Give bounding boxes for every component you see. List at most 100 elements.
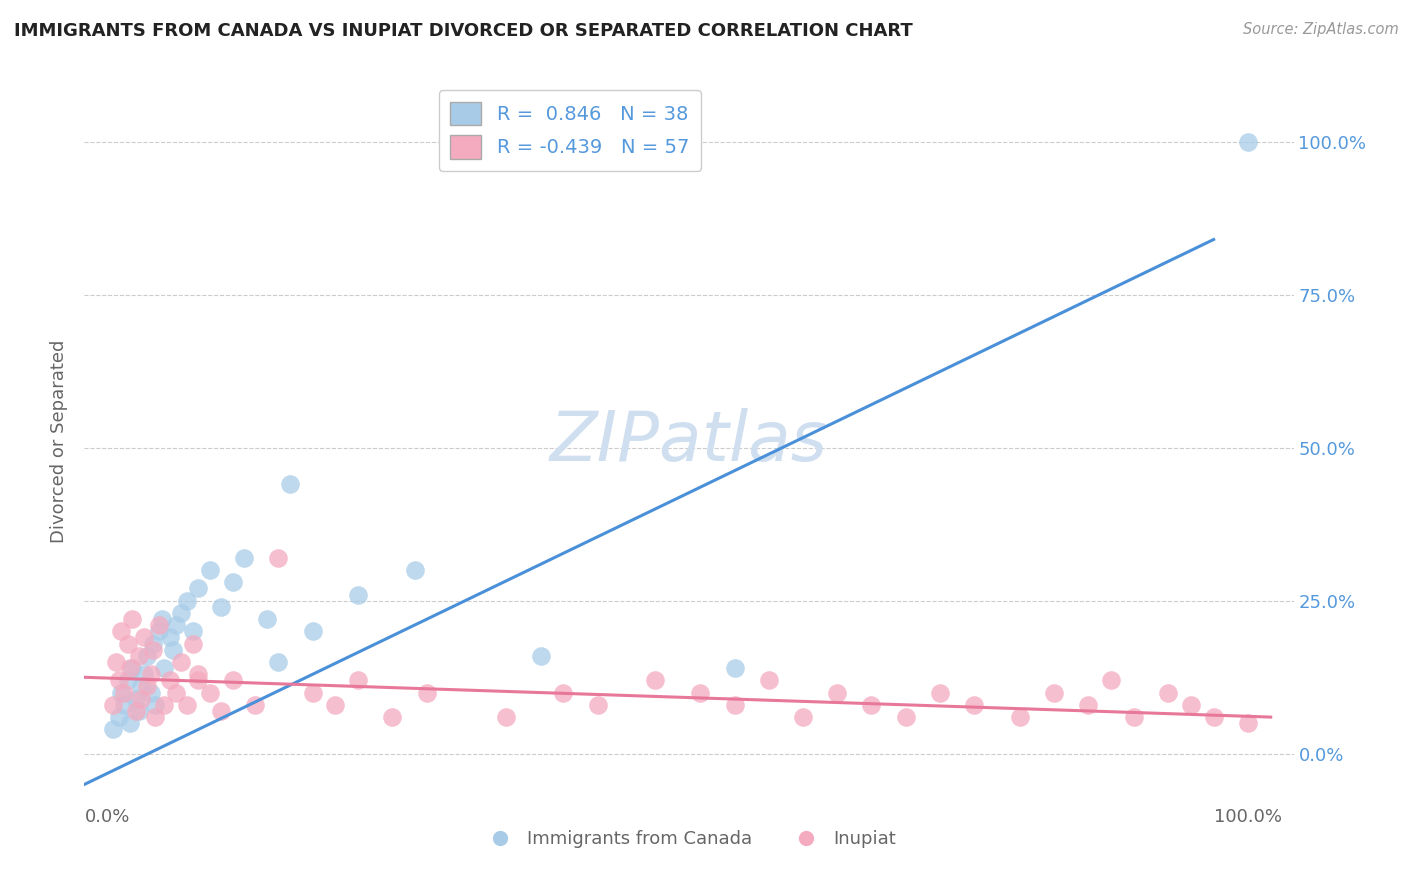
Point <box>176 698 198 712</box>
Point <box>112 698 135 712</box>
Point <box>723 661 745 675</box>
Point <box>723 698 745 712</box>
Point <box>198 685 221 699</box>
Point <box>187 667 209 681</box>
Point <box>198 563 221 577</box>
Y-axis label: Divorced or Separated: Divorced or Separated <box>51 340 69 543</box>
Point <box>278 477 301 491</box>
Point <box>1122 710 1144 724</box>
Point <box>112 685 135 699</box>
Point <box>128 648 150 663</box>
Legend: Immigrants from Canada, Inupiat: Immigrants from Canada, Inupiat <box>475 822 903 855</box>
Point <box>689 685 711 699</box>
Text: Source: ZipAtlas.com: Source: ZipAtlas.com <box>1243 22 1399 37</box>
Point <box>142 637 165 651</box>
Point <box>170 655 193 669</box>
Point <box>125 691 148 706</box>
Point <box>131 691 153 706</box>
Point <box>963 698 986 712</box>
Point <box>1157 685 1180 699</box>
Point <box>148 624 170 639</box>
Point <box>928 685 950 699</box>
Point <box>162 642 184 657</box>
Point <box>825 685 848 699</box>
Point <box>404 563 426 577</box>
Point <box>117 673 139 688</box>
Point <box>118 661 141 675</box>
Point <box>644 673 666 688</box>
Point <box>121 612 143 626</box>
Point <box>118 716 141 731</box>
Point <box>209 704 232 718</box>
Point <box>1008 710 1031 724</box>
Point <box>110 624 132 639</box>
Point <box>1077 698 1099 712</box>
Point <box>143 698 166 712</box>
Point <box>1180 698 1202 712</box>
Point <box>176 593 198 607</box>
Point <box>136 648 159 663</box>
Point <box>1237 716 1260 731</box>
Point <box>301 624 323 639</box>
Point <box>1099 673 1122 688</box>
Point <box>101 698 124 712</box>
Point <box>1237 135 1260 149</box>
Point <box>860 698 883 712</box>
Point <box>132 667 155 681</box>
Point <box>125 704 148 718</box>
Point <box>107 673 129 688</box>
Point <box>267 655 290 669</box>
Point <box>347 673 370 688</box>
Point <box>150 612 173 626</box>
Point <box>148 618 170 632</box>
Point <box>105 655 128 669</box>
Point <box>132 631 155 645</box>
Point <box>143 710 166 724</box>
Point <box>165 618 187 632</box>
Point <box>139 685 162 699</box>
Point <box>153 661 176 675</box>
Text: ZIPatlas: ZIPatlas <box>550 408 828 475</box>
Point <box>415 685 437 699</box>
Point <box>381 710 404 724</box>
Point <box>187 673 209 688</box>
Point <box>170 606 193 620</box>
Point <box>267 550 290 565</box>
Point <box>139 667 162 681</box>
Point <box>256 612 278 626</box>
Point <box>142 642 165 657</box>
Point <box>894 710 917 724</box>
Point <box>553 685 575 699</box>
Point <box>221 575 243 590</box>
Point <box>117 637 139 651</box>
Point <box>107 710 129 724</box>
Point <box>209 599 232 614</box>
Point <box>530 648 553 663</box>
Point <box>792 710 814 724</box>
Point <box>165 685 187 699</box>
Point <box>181 624 204 639</box>
Point <box>221 673 243 688</box>
Text: IMMIGRANTS FROM CANADA VS INUPIAT DIVORCED OR SEPARATED CORRELATION CHART: IMMIGRANTS FROM CANADA VS INUPIAT DIVORC… <box>14 22 912 40</box>
Point <box>187 582 209 596</box>
Point <box>121 661 143 675</box>
Point <box>128 704 150 718</box>
Point <box>153 698 176 712</box>
Point <box>495 710 517 724</box>
Point <box>245 698 267 712</box>
Point <box>159 631 181 645</box>
Point <box>136 680 159 694</box>
Point <box>181 637 204 651</box>
Point <box>131 680 153 694</box>
Point <box>1202 710 1225 724</box>
Point <box>101 723 124 737</box>
Point <box>233 550 256 565</box>
Point <box>347 588 370 602</box>
Point <box>758 673 780 688</box>
Point <box>110 685 132 699</box>
Point <box>301 685 323 699</box>
Point <box>1043 685 1066 699</box>
Point <box>323 698 346 712</box>
Point <box>586 698 609 712</box>
Point <box>159 673 181 688</box>
